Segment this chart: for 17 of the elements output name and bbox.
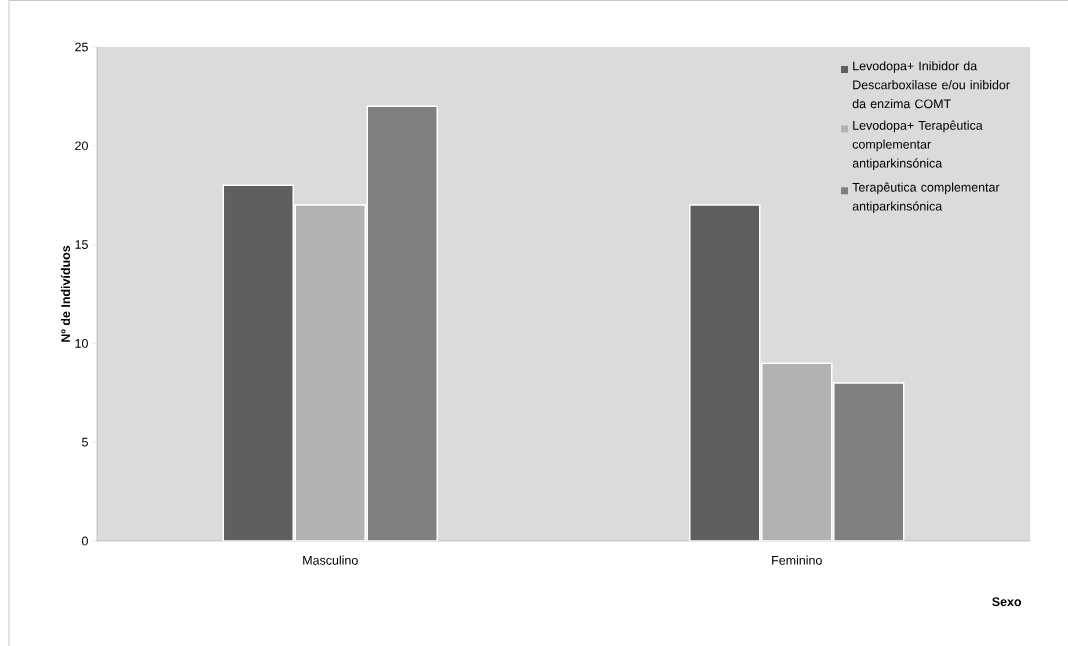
legend-label: Terapêutica complementar antiparkinsónica: [852, 182, 1000, 214]
x-tick-label: Feminino: [772, 555, 822, 565]
bar: [294, 204, 367, 541]
y-tick-label: 0: [81, 536, 88, 546]
legend-label: Levodopa+ Inibidor da Descarboxilase e/ou inibidor da enzima COMT: [852, 61, 1010, 109]
bar: [761, 362, 833, 541]
legend-label: Levodopa+ Terapêutica complementar antiparkinsónica: [852, 120, 983, 171]
x-axis-title: Sexo: [992, 597, 1022, 607]
y-tick-label: 10: [75, 338, 88, 348]
y-tick-label: 25: [75, 42, 88, 52]
y-tick-label: 15: [75, 240, 88, 249]
x-tick-label: Masculino: [303, 555, 358, 565]
y-tick-label: 20: [75, 141, 88, 151]
bar: [689, 204, 761, 541]
y-axis-title: Nº de Indivíduos: [60, 245, 71, 342]
y-tick-label: 5: [81, 437, 88, 447]
bar: [222, 184, 295, 541]
